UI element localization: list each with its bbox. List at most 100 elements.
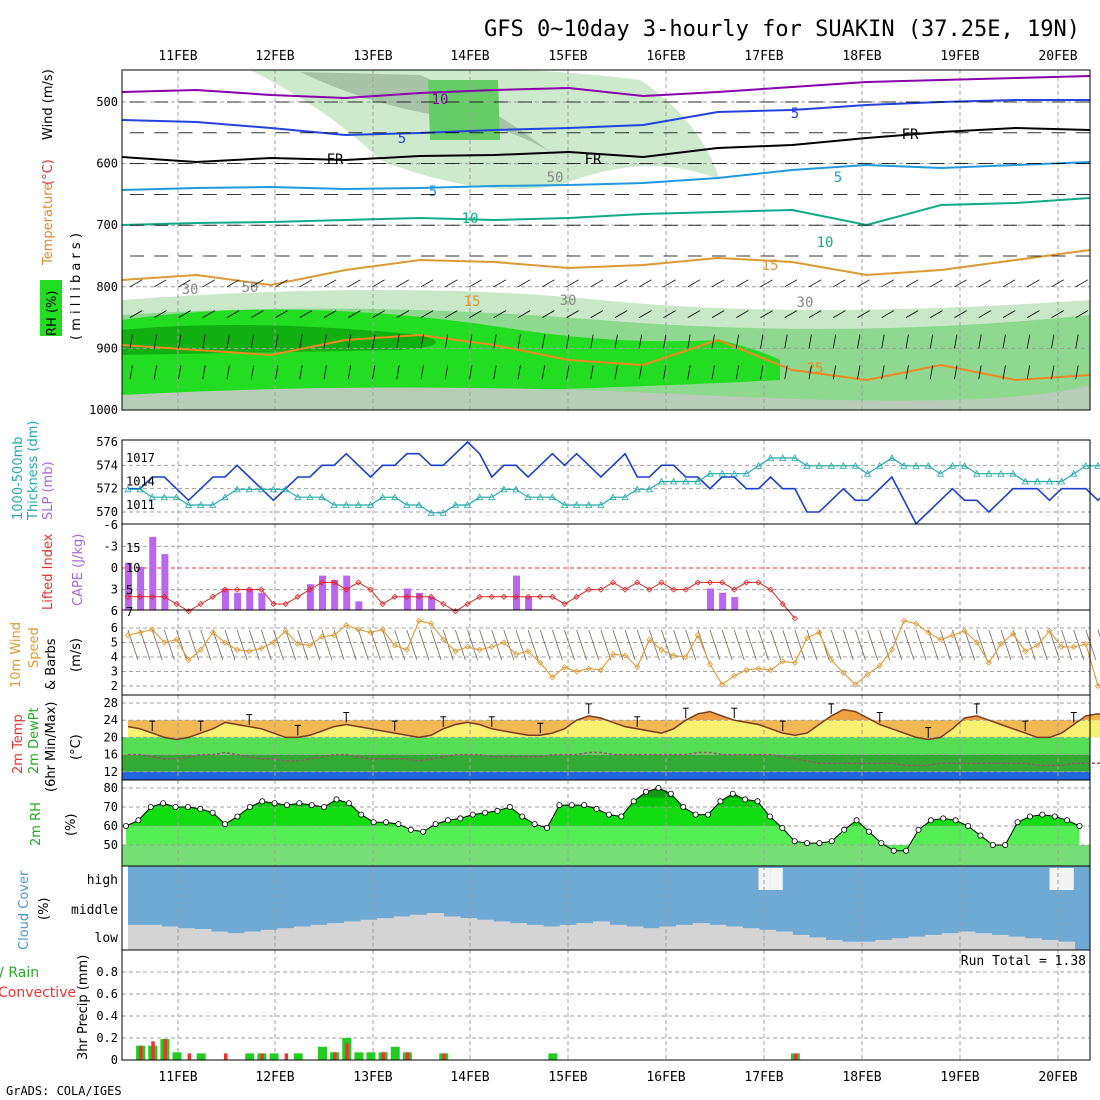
slp-point (306, 493, 314, 501)
wind-speed-point (864, 671, 871, 678)
date-label-top: 19FEB (940, 49, 979, 64)
y-axis-label: (°C) (69, 734, 84, 760)
slp-point (560, 501, 569, 508)
wind-barb (881, 310, 895, 318)
slp-point (730, 469, 738, 477)
lifted-index-point (246, 586, 253, 593)
lifted-index-point (755, 579, 762, 586)
lifted-index-point (525, 593, 532, 600)
temp-band-16-20 (122, 737, 1090, 755)
wind-barb-10m (370, 629, 381, 661)
wind-speed-point (597, 666, 604, 674)
wind-barb (1027, 310, 1040, 318)
slp-point (657, 477, 666, 485)
cloud-low-bar (377, 918, 395, 950)
lifted-index-point (706, 579, 714, 586)
wind-barb (760, 334, 764, 349)
slp-point (281, 485, 290, 493)
precip-total-bar (245, 1053, 255, 1060)
slp-point (354, 501, 363, 508)
lifted-index-point (415, 593, 423, 600)
wind-barb (760, 365, 764, 380)
cloud-low-bar (925, 934, 943, 950)
wind-barb-10m (636, 629, 648, 661)
rh2m-point (1002, 842, 1009, 849)
lifted-index-point (779, 600, 786, 608)
slp-point (136, 485, 144, 493)
wind-speed-point (221, 639, 229, 646)
wind-speed-point (1082, 640, 1089, 648)
wind-barb (614, 279, 628, 288)
temperature-series (127, 708, 1100, 741)
date-label-top: 11FEB (158, 49, 197, 64)
wind-barb-10m (539, 629, 551, 661)
y-tick-label: middle (71, 903, 118, 918)
lifted-index-point (476, 593, 483, 600)
lifted-index-point (694, 579, 701, 586)
slp-point (197, 501, 205, 508)
y-tick-label: 7 (126, 605, 133, 619)
lifted-index-point (403, 593, 410, 600)
wind-barb-10m (382, 629, 394, 661)
rh2m-point (531, 821, 538, 828)
date-label-top: 16FEB (646, 49, 685, 64)
wind-speed-point (294, 640, 301, 648)
rh2m-point (432, 821, 439, 828)
slp-point (633, 485, 641, 493)
rh2m-point (482, 809, 489, 816)
rh2m-point (1064, 817, 1071, 824)
cloud-low-bar (1024, 938, 1042, 950)
wind-speed-point (488, 643, 495, 650)
wind-barb (226, 334, 230, 349)
wind-barb (1002, 310, 1016, 318)
precip-total-bar (196, 1053, 206, 1060)
wind-barb (517, 334, 521, 349)
wind-barb (566, 310, 579, 318)
wind-speed-point (949, 632, 956, 639)
wind-speed-point (440, 636, 447, 643)
slp-point (475, 493, 484, 501)
wind-barb (954, 365, 958, 380)
rh2m-point (506, 804, 513, 811)
cloud-low-bar (144, 924, 162, 950)
rh2m-point (717, 798, 724, 805)
rh2m-point (333, 796, 340, 803)
y-axis-label: (%) (37, 898, 52, 921)
cloud-low-bar (327, 923, 345, 950)
slp-point (973, 469, 981, 477)
wind-barb (154, 279, 167, 288)
wind-barb (833, 310, 846, 318)
wind-barb (251, 279, 264, 288)
rh2m-point (977, 832, 984, 839)
temperature-contour (121, 197, 1091, 227)
slp-point (597, 501, 605, 508)
wind-speed-point (391, 642, 398, 649)
cloud-low-bar (360, 919, 378, 950)
wind-barb (420, 279, 434, 288)
wind-barb (929, 365, 934, 380)
cloud-low-bar (509, 923, 528, 950)
wind-speed-point (124, 632, 132, 639)
y-axis-label: RH (%) (45, 291, 60, 336)
rh2m-point (692, 811, 699, 818)
wind-barb-10m (1000, 629, 1012, 661)
y-axis-label: 2m RH (29, 802, 44, 846)
wind-barb-10m (200, 629, 212, 661)
cape-bar (525, 597, 533, 610)
wind-barb (250, 365, 255, 380)
wind-barb (1051, 365, 1055, 380)
wind-barb (445, 279, 458, 288)
lifted-index-point (124, 593, 132, 600)
y-axis-label: 10m Wind (9, 622, 24, 688)
y-axis-label: (6hr Min/Max) (44, 702, 59, 792)
rh2m-point (841, 826, 848, 833)
wind-speed-point (961, 627, 968, 634)
slp-point (451, 501, 460, 508)
contour-label: FR (902, 127, 919, 143)
rh2m-point (952, 817, 959, 824)
wind-barb (857, 365, 861, 380)
wind-barb-10m (685, 629, 697, 661)
wind-speed-point (900, 617, 908, 624)
y-tick-label: 700 (96, 218, 118, 232)
wind-barb (469, 365, 473, 380)
